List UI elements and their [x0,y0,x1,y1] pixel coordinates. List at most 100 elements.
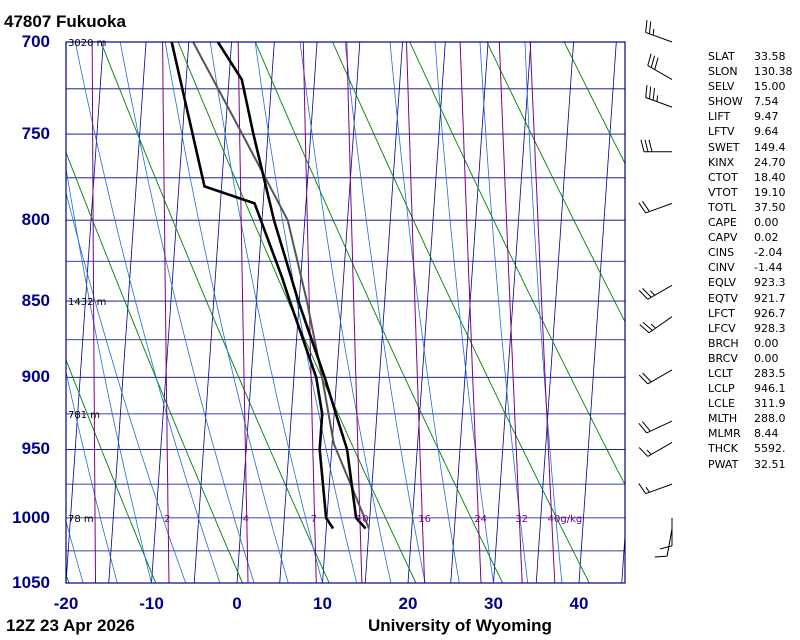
wind-barb-staff [647,65,673,81]
index-value: 946.1 [754,382,786,396]
index-value: 7.54 [754,95,779,109]
index-row: LFTV 9.64 [708,124,793,139]
temperature-tick-label: 40 [569,594,589,613]
wind-barb-staff [647,284,673,300]
index-name: LFCT [708,306,735,320]
isotherm-line [535,42,574,583]
moist-adiabat-line [299,42,392,583]
wind-barb-feather [642,288,652,298]
index-name: LCLE [708,397,735,411]
temperature-tick-label: -10 [139,594,164,613]
moist-adiabat-line [119,42,255,583]
wind-barb-feather [638,374,649,385]
wind-barb-feather [642,372,652,383]
pressure-tick-label: 700 [21,32,50,51]
wind-barb-feather [648,86,652,99]
wind-barb [645,85,673,108]
parcel-trace [192,42,370,529]
index-name: MLMR [708,427,741,441]
mixing-ratio-line [237,42,249,583]
index-value: 5592. [754,442,786,456]
index-row: MLTH 288.0 [708,411,793,426]
wind-barb-feather [644,139,649,152]
index-name: MLTH [708,412,738,426]
data-source: University of Wyoming [368,616,552,635]
wind-barb-staff [647,369,673,385]
wind-barb [638,420,673,434]
wind-barb [638,201,673,214]
index-name: KINX [708,155,735,169]
wind-barb-feather [638,202,647,214]
mixing-ratio-line [406,42,426,583]
moist-adiabat-line [209,42,323,583]
index-row: CAPE 0.00 [708,215,793,230]
wind-barb-feather [650,55,656,68]
index-row: VTOT 19.10 [708,185,793,200]
index-value: 130.38 [754,65,793,79]
moist-adiabat-line [66,191,187,583]
wind-barb-feather [642,421,651,432]
index-name: LCLP [708,382,735,396]
mixing-ratio-line [529,42,556,583]
temperature-tick-label: 10 [313,594,332,613]
wind-barb-staff [666,528,673,557]
temperature-tick-label: 20 [398,594,418,613]
mixing-ratio-line [302,42,317,583]
index-row: LCLE 311.9 [708,396,793,411]
index-value: -1.44 [754,261,783,275]
wind-barb-feather [648,21,652,34]
wind-barb-staff [645,202,673,214]
pressure-tick-label: 750 [21,124,50,144]
index-value: 32.51 [754,457,786,471]
temperature-trace [216,42,367,530]
isotherm-line [279,42,318,583]
wind-barb-staff [645,483,673,495]
index-value: -2.04 [754,246,783,260]
wind-barb [638,369,673,385]
index-name: PWAT [708,457,739,471]
wind-barb-feather [647,53,652,66]
wind-barb-feather [654,555,668,558]
index-row: TOTL 37.50 [708,200,793,215]
index-name: CTOT [708,170,738,184]
index-value: 8.44 [754,427,779,441]
index-row: CAPV 0.02 [708,230,793,245]
index-value: 24.70 [754,155,786,169]
index-name: SLON [708,65,738,79]
index-value: 18.40 [754,170,786,184]
index-value: 0.02 [754,231,779,245]
index-name: CINV [708,261,735,275]
index-value: 288.0 [754,412,786,426]
index-name: LIFT [708,110,731,124]
wind-barb [638,483,673,495]
index-row: MLMR 8.44 [708,426,793,441]
moist-adiabat-line [434,42,494,583]
wind-barb-feather [652,87,655,101]
isotherm-line [322,42,361,583]
moist-adiabat-line [479,42,529,583]
wind-barb [638,284,673,300]
height-label: 78 m [68,514,94,525]
temperature-tick-label: 30 [484,594,503,613]
wind-barb-staff [646,420,673,434]
isotherm-line [108,42,147,583]
index-row: THCK 5592. [708,441,793,456]
index-name: CAPE [708,216,737,230]
index-row: CTOT 18.40 [708,170,793,185]
isotherm-line [364,42,403,583]
index-row: EQTV 921.7 [708,291,793,306]
moist-adiabat-line [66,369,118,583]
wind-barb-feather [648,139,653,152]
index-name: LFTV [708,125,735,139]
wind-barb-feather [638,483,647,494]
pressure-tick-label: 900 [21,367,50,387]
isotherm-line [407,42,446,583]
moist-adiabat-line [164,42,289,583]
wind-barb-feather [640,139,645,152]
dry-adiabat-line [563,42,625,165]
index-name: SWET [708,140,740,154]
mixing-ratio-line [162,42,170,583]
wind-barb-feather [638,447,649,457]
index-row: EQLV 923.3 [708,275,793,290]
